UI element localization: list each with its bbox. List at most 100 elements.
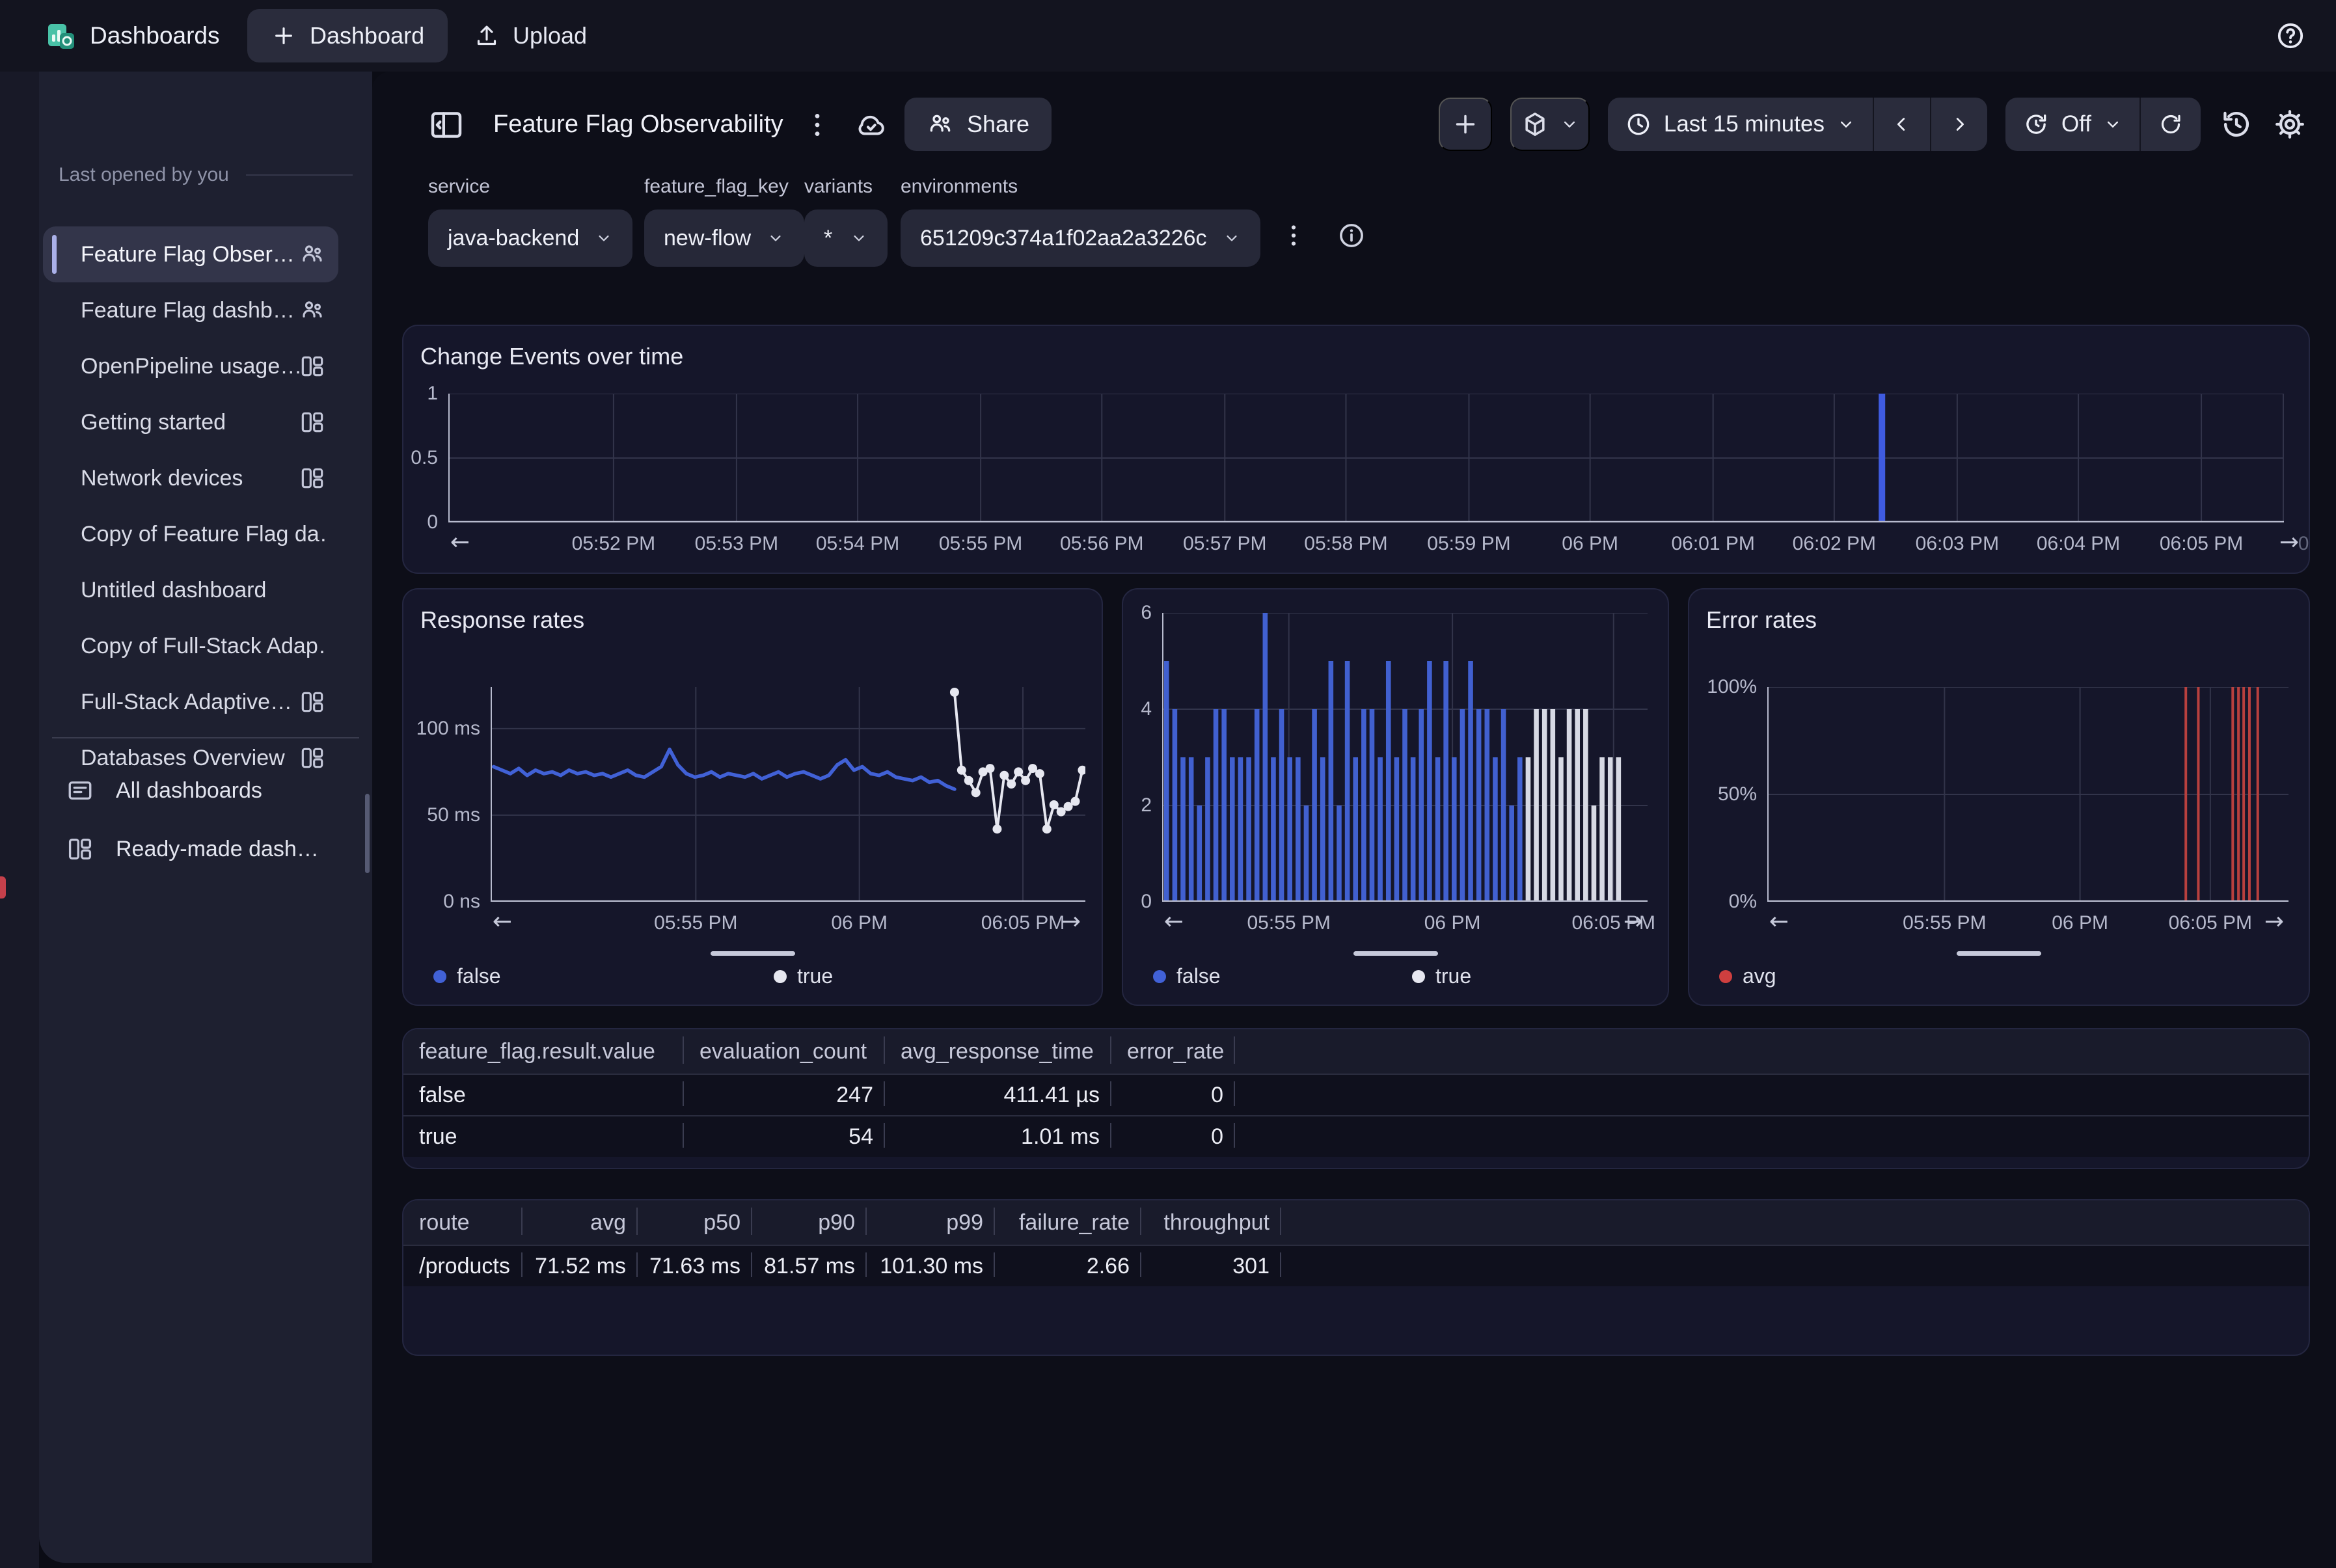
add-panel-button[interactable] bbox=[1438, 98, 1492, 151]
pan-right-arrow[interactable]: → bbox=[1623, 908, 1644, 935]
time-range-button[interactable]: Last 15 minutes bbox=[1608, 98, 1873, 151]
y-axis-label: 1 bbox=[427, 383, 438, 404]
sidebar-scrollbar[interactable] bbox=[365, 794, 370, 873]
share-button[interactable]: Share bbox=[904, 98, 1052, 151]
sidebar-item[interactable]: Databases Overview bbox=[43, 730, 338, 786]
table-row[interactable]: false 247 411.41 µs 0 bbox=[403, 1074, 2309, 1115]
pan-left-arrow[interactable]: ← bbox=[492, 908, 513, 935]
flag-results-table: feature_flag.result.value evaluation_coun… bbox=[402, 1028, 2310, 1169]
cloud-sync-icon[interactable] bbox=[855, 109, 888, 142]
dashboard-header: Feature Flag Observability Share Last 15… bbox=[372, 96, 2336, 152]
sidebar-item[interactable]: Copy of Full-Stack Adap… bbox=[43, 618, 338, 674]
sidebar-item-label: Feature Flag dashb… bbox=[81, 297, 295, 323]
time-back-button[interactable] bbox=[1874, 98, 1930, 151]
table-cell: 247 bbox=[684, 1075, 885, 1115]
column-header[interactable]: failure_rate bbox=[995, 1200, 1141, 1245]
pan-left-arrow[interactable]: ← bbox=[1769, 908, 1789, 935]
legend-item-true[interactable]: true bbox=[774, 964, 833, 988]
filter-dropdown[interactable]: * bbox=[804, 210, 888, 267]
chart-scrollbar[interactable] bbox=[1353, 951, 1438, 956]
header-filler bbox=[1281, 1200, 2309, 1245]
new-dashboard-button[interactable]: Dashboard bbox=[247, 9, 448, 62]
sidebar-item[interactable]: Copy of Feature Flag da… bbox=[43, 506, 338, 562]
sidebar-item[interactable]: Network devices bbox=[43, 450, 338, 506]
chart-plot[interactable] bbox=[448, 393, 2284, 523]
filter-value: * bbox=[824, 225, 833, 250]
sidebar-footer: All dashboards Ready-made dash… bbox=[43, 761, 338, 878]
legend-item-false[interactable]: false bbox=[1153, 964, 1221, 988]
chevron-down-icon bbox=[850, 229, 868, 247]
sidebar-item[interactable]: Feature Flag dashb… bbox=[43, 282, 338, 338]
divider bbox=[245, 174, 353, 176]
column-header[interactable]: avg_response_time bbox=[885, 1029, 1111, 1074]
chart-plot[interactable] bbox=[1162, 612, 1648, 902]
column-header[interactable]: p90 bbox=[752, 1200, 867, 1245]
chart-scrollbar[interactable] bbox=[710, 951, 795, 956]
auto-refresh-button[interactable]: Off bbox=[2005, 98, 2139, 151]
column-header[interactable]: throughput bbox=[1141, 1200, 1281, 1245]
filter-dropdown[interactable]: 651209c374a1f02aa2a3226c bbox=[901, 210, 1260, 267]
chevron-down-icon bbox=[1223, 229, 1241, 247]
table-row[interactable]: true 54 1.01 ms 0 bbox=[403, 1115, 2309, 1157]
filter-dropdown[interactable]: new-flow bbox=[644, 210, 805, 267]
sidebar-collapse-icon[interactable] bbox=[428, 107, 465, 143]
filter-feature_flag_key: feature_flag_key new-flow bbox=[644, 176, 805, 267]
sidebar-item[interactable]: Feature Flag Obser… bbox=[43, 226, 338, 282]
pan-right-arrow[interactable]: → bbox=[1061, 908, 1081, 935]
help-icon[interactable] bbox=[2275, 20, 2306, 51]
error-rates-panel: Error rates avg 100% 50% 0% 05:55 PM 06 PM 06… bbox=[1688, 588, 2310, 1006]
grid-icon bbox=[66, 835, 94, 863]
chart-plot[interactable] bbox=[1767, 686, 2288, 902]
sidebar-item[interactable]: Getting started bbox=[43, 394, 338, 450]
chevron-down-icon bbox=[1560, 115, 1579, 134]
filter-menu-icon[interactable] bbox=[1279, 221, 1308, 250]
x-axis-label: 05:55 PM bbox=[938, 533, 1023, 554]
chart-scrollbar[interactable] bbox=[1957, 951, 2041, 956]
time-forward-button[interactable] bbox=[1931, 98, 1987, 151]
x-axis-label: 05:58 PM bbox=[1304, 533, 1388, 554]
column-header[interactable]: error_rate bbox=[1111, 1029, 1235, 1074]
legend-item-true[interactable]: true bbox=[1412, 964, 1471, 988]
column-header[interactable]: route bbox=[403, 1200, 523, 1245]
sidebar-footer-label: All dashboards bbox=[116, 777, 262, 803]
chart-legend: false true bbox=[403, 964, 1102, 994]
refresh-button[interactable] bbox=[2141, 98, 2201, 151]
table-row[interactable]: /products 71.52 ms 71.63 ms 81.57 ms 101.30 … bbox=[403, 1245, 2309, 1286]
info-icon[interactable] bbox=[1337, 221, 1366, 250]
grid-icon bbox=[299, 689, 325, 715]
column-header[interactable]: feature_flag.result.value bbox=[403, 1029, 684, 1074]
settings-gear-icon[interactable] bbox=[2272, 107, 2307, 142]
column-header[interactable]: p50 bbox=[638, 1200, 752, 1245]
share-label: Share bbox=[967, 111, 1030, 137]
upload-button[interactable]: Upload bbox=[459, 9, 601, 62]
sidebar-item[interactable]: OpenPipeline usage… bbox=[43, 338, 338, 394]
pan-right-arrow[interactable]: → bbox=[2279, 529, 2300, 556]
sidebar-item[interactable]: Untitled dashboard bbox=[43, 562, 338, 618]
sidebar-footer-item[interactable]: All dashboards bbox=[43, 761, 338, 820]
view-mode-dropdown[interactable] bbox=[1510, 98, 1590, 151]
pan-left-arrow[interactable]: ← bbox=[450, 529, 470, 556]
left-strip bbox=[0, 72, 39, 1568]
pan-left-arrow[interactable]: ← bbox=[1163, 908, 1184, 935]
column-header[interactable]: avg bbox=[523, 1200, 638, 1245]
filter-variants: variants * bbox=[804, 176, 888, 267]
table-cell: 411.41 µs bbox=[885, 1075, 1111, 1115]
legend-label: true bbox=[1435, 964, 1472, 988]
legend-item-false[interactable]: false bbox=[433, 964, 501, 988]
column-header[interactable]: p99 bbox=[867, 1200, 995, 1245]
dashboard-menu-icon[interactable] bbox=[802, 109, 833, 141]
sidebar-footer-item[interactable]: Ready-made dash… bbox=[43, 820, 338, 878]
column-header[interactable]: evaluation_count bbox=[684, 1029, 885, 1074]
table-cell: 1.01 ms bbox=[885, 1116, 1111, 1157]
upload-icon bbox=[474, 23, 500, 49]
pan-right-arrow[interactable]: → bbox=[2264, 908, 2285, 935]
filter-dropdown[interactable]: java-backend bbox=[428, 210, 633, 267]
divider bbox=[52, 737, 359, 738]
history-icon[interactable] bbox=[2219, 107, 2254, 142]
chart-plot[interactable] bbox=[491, 687, 1087, 902]
sidebar-section-label: Last opened by you bbox=[59, 164, 229, 185]
legend-dot bbox=[1412, 969, 1425, 983]
legend-item-avg[interactable]: avg bbox=[1719, 964, 1776, 988]
filter-value: new-flow bbox=[664, 225, 752, 250]
sidebar-item[interactable]: Full-Stack Adaptive… bbox=[43, 674, 338, 730]
